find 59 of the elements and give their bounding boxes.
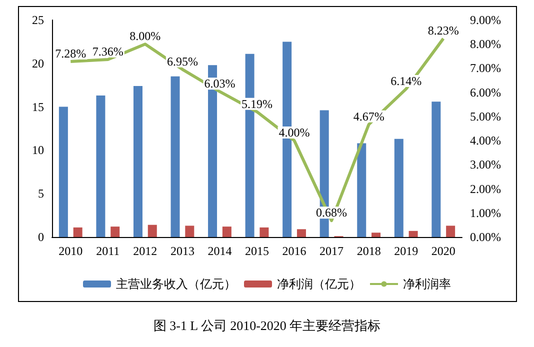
y2-tick-label: 4.00% <box>470 134 501 148</box>
bar <box>222 226 232 237</box>
y-tick-label: 20 <box>32 56 44 70</box>
x-tick-label: 2013 <box>170 244 194 258</box>
y2-tick-label: 1.00% <box>470 206 501 220</box>
y-tick-label: 25 <box>32 13 44 27</box>
y2-tick-label: 0.00% <box>470 230 501 244</box>
x-tick-label: 2011 <box>96 244 120 258</box>
data-label: 6.03% <box>204 76 236 91</box>
y2-tick-label: 8.00% <box>470 37 501 52</box>
legend-label: 净利润（亿元） <box>277 277 361 291</box>
bar <box>432 102 441 237</box>
x-tick-label: 2016 <box>282 244 306 258</box>
data-label: 7.28% <box>55 46 86 60</box>
x-tick-label: 2019 <box>394 244 418 258</box>
data-label: 8.00% <box>130 29 161 44</box>
bar <box>260 227 269 237</box>
y2-tick-label: 5.00% <box>470 109 501 124</box>
x-tick-label: 2020 <box>431 244 456 258</box>
y-tick-label: 10 <box>32 143 44 158</box>
bar <box>446 226 456 237</box>
data-label: 4.67% <box>353 109 384 124</box>
x-tick-label: 2010 <box>58 244 83 258</box>
data-label: 6.14% <box>390 74 422 88</box>
data-label: 0.68% <box>316 206 348 220</box>
bar <box>133 86 142 237</box>
legend-label: 净利润率 <box>403 277 451 291</box>
data-label: 6.95% <box>166 54 198 68</box>
x-tick-label: 2015 <box>245 244 269 258</box>
bar <box>96 96 106 237</box>
y2-tick-label: 6.00% <box>470 85 501 100</box>
y-tick-label: 0 <box>38 230 44 244</box>
bar <box>148 224 157 237</box>
bar <box>110 226 120 237</box>
bar <box>170 76 180 237</box>
bar <box>185 226 194 237</box>
data-label: 4.00% <box>278 126 310 140</box>
bar <box>408 230 418 237</box>
x-tick-label: 2017 <box>320 244 344 258</box>
data-label: 8.23% <box>428 24 459 38</box>
y-tick-label: 15 <box>32 100 44 114</box>
x-tick-label: 2018 <box>356 244 381 258</box>
data-label: 7.36% <box>92 44 124 59</box>
y2-tick-label: 9.00% <box>470 13 501 27</box>
y2-tick-label: 3.00% <box>470 158 501 172</box>
bar <box>357 143 366 237</box>
x-tick-label: 2012 <box>133 244 158 258</box>
text: 图 3-1 L 公司 2010-2020 年主要经营指标 <box>153 318 381 333</box>
bar <box>73 227 82 237</box>
bar <box>58 106 68 237</box>
y2-tick-label: 2.00% <box>470 182 501 196</box>
y-tick-label: 5 <box>38 186 44 201</box>
bar <box>296 229 306 237</box>
bar <box>372 232 381 237</box>
data-label: 5.19% <box>242 96 272 111</box>
x-tick-label: 2014 <box>208 244 232 258</box>
legend-label: 主营业务收入（亿元） <box>116 277 236 291</box>
y2-tick-label: 7.00% <box>470 61 501 76</box>
bar <box>394 138 404 237</box>
